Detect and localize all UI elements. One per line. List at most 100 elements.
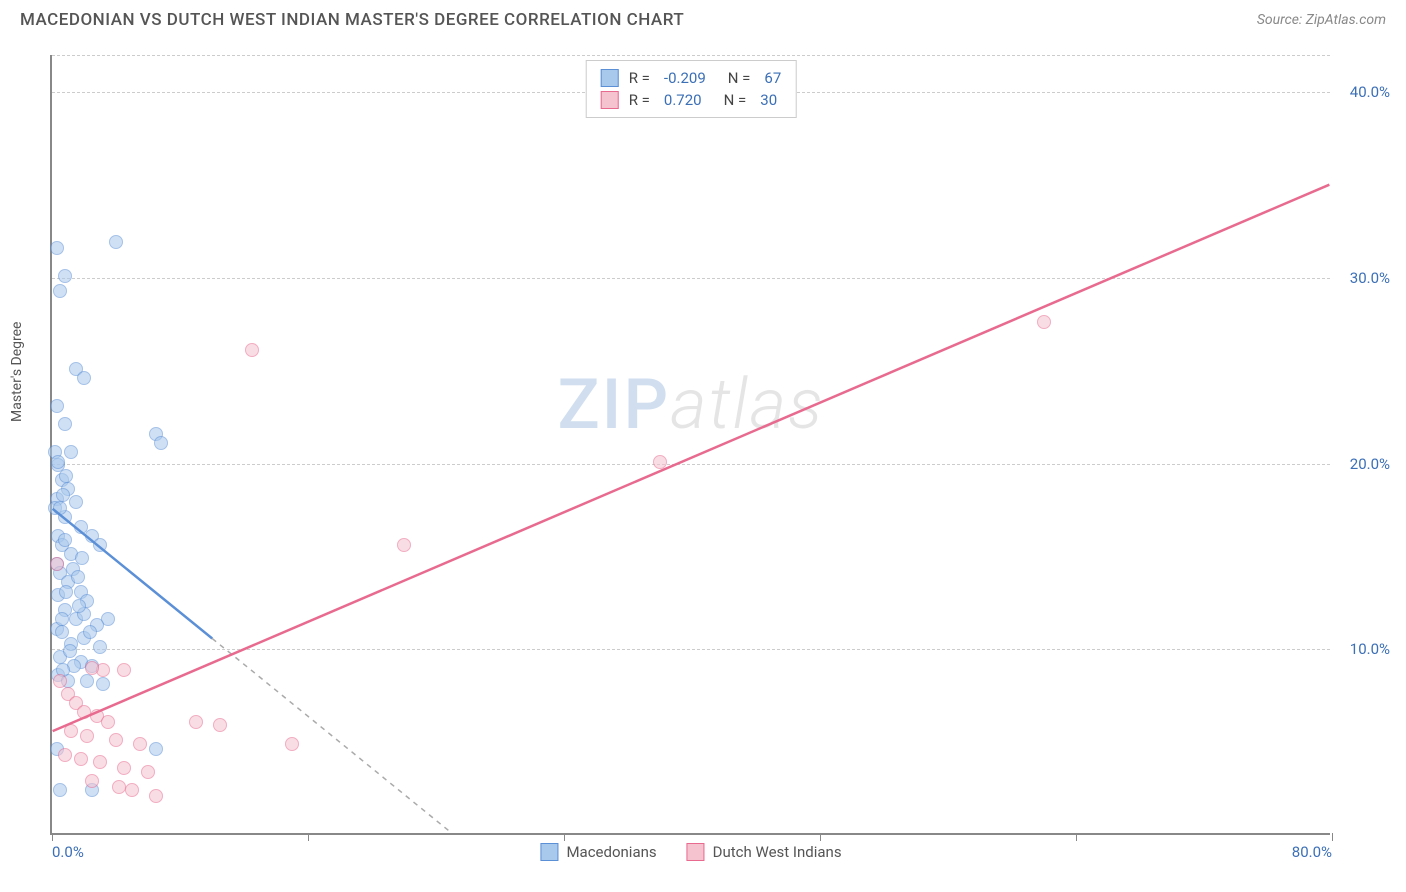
data-point [50, 557, 64, 571]
data-point [58, 269, 72, 283]
legend-r-value-1: 0.720 [664, 91, 702, 109]
data-point [56, 488, 70, 502]
y-tick-label: 30.0% [1350, 269, 1390, 287]
legend-series-swatch-0 [540, 843, 558, 861]
data-point [213, 718, 227, 732]
x-tick [308, 833, 309, 841]
legend-n-label-0: N = [728, 69, 751, 87]
legend-series-swatch-1 [687, 843, 705, 861]
chart-container: ZIPatlas Master's Degree R = -0.209 N = … [50, 55, 1390, 845]
x-tick [1076, 833, 1077, 841]
legend-stats-row-1: R = 0.720 N = 30 [601, 89, 782, 111]
data-point [112, 780, 126, 794]
data-point [55, 612, 69, 626]
data-point [77, 705, 91, 719]
data-point [80, 674, 94, 688]
legend-r-label-0: R = [629, 69, 650, 87]
watermark-atlas: atlas [670, 364, 824, 446]
legend-swatch-1 [601, 91, 619, 109]
data-point [133, 737, 147, 751]
gridline-h [52, 278, 1330, 279]
data-point [85, 774, 99, 788]
data-point [149, 789, 163, 803]
data-point [285, 737, 299, 751]
chart-title: MACEDONIAN VS DUTCH WEST INDIAN MASTER'S… [20, 10, 684, 30]
regression-line-dashed [212, 639, 451, 834]
data-point [93, 755, 107, 769]
watermark: ZIPatlas [557, 364, 824, 446]
data-point [53, 501, 67, 515]
regression-lines [52, 55, 1330, 833]
data-point [154, 436, 168, 450]
legend-stats-row-0: R = -0.209 N = 67 [601, 67, 782, 89]
legend-series-item-1: Dutch West Indians [687, 843, 842, 861]
legend-swatch-0 [601, 69, 619, 87]
data-point [93, 538, 107, 552]
data-point [653, 455, 667, 469]
data-point [58, 533, 72, 547]
data-point [53, 674, 67, 688]
gridline-h [52, 464, 1330, 465]
x-tick [1332, 833, 1333, 841]
y-tick-label: 40.0% [1350, 83, 1390, 101]
data-point [83, 625, 97, 639]
y-tick-label: 10.0% [1350, 640, 1390, 658]
data-point [74, 752, 88, 766]
legend-stats: R = -0.209 N = 67 R = 0.720 N = 30 [586, 60, 797, 118]
legend-series-item-0: Macedonians [540, 843, 656, 861]
legend-series-label-0: Macedonians [566, 843, 656, 861]
data-point [141, 765, 155, 779]
data-point [85, 661, 99, 675]
data-point [189, 715, 203, 729]
legend-n-label-1: N = [724, 91, 747, 109]
data-point [64, 724, 78, 738]
legend-r-value-0: -0.209 [664, 69, 706, 87]
legend-series: Macedonians Dutch West Indians [540, 843, 841, 861]
chart-source: Source: ZipAtlas.com [1257, 12, 1386, 28]
y-axis-label: Master's Degree [9, 322, 25, 422]
data-point [149, 742, 163, 756]
data-point [59, 469, 73, 483]
x-tick-label: 80.0% [1292, 843, 1332, 861]
data-point [69, 495, 83, 509]
data-point [77, 371, 91, 385]
data-point [245, 343, 259, 357]
data-point [58, 748, 72, 762]
data-point [109, 235, 123, 249]
legend-n-value-1: 30 [760, 91, 777, 109]
plot-area: ZIPatlas Master's Degree R = -0.209 N = … [50, 55, 1330, 835]
data-point [63, 644, 77, 658]
data-point [117, 761, 131, 775]
chart-header: MACEDONIAN VS DUTCH WEST INDIAN MASTER'S… [0, 0, 1406, 35]
data-point [71, 570, 85, 584]
x-tick-label: 0.0% [52, 843, 84, 861]
legend-r-label-1: R = [629, 91, 650, 109]
data-point [58, 417, 72, 431]
data-point [1037, 315, 1051, 329]
data-point [117, 663, 131, 677]
data-point [72, 599, 86, 613]
data-point [93, 640, 107, 654]
data-point [50, 241, 64, 255]
x-tick [52, 833, 53, 841]
data-point [51, 455, 65, 469]
data-point [50, 399, 64, 413]
watermark-zip: ZIP [557, 364, 670, 446]
legend-series-label-1: Dutch West Indians [713, 843, 842, 861]
x-tick [820, 833, 821, 841]
gridline-h [52, 649, 1330, 650]
data-point [125, 783, 139, 797]
data-point [64, 445, 78, 459]
data-point [75, 551, 89, 565]
gridline-h [52, 55, 1330, 56]
data-point [96, 677, 110, 691]
data-point [109, 733, 123, 747]
y-tick-label: 20.0% [1350, 455, 1390, 473]
data-point [53, 284, 67, 298]
data-point [101, 715, 115, 729]
data-point [53, 783, 67, 797]
legend-n-value-0: 67 [764, 69, 781, 87]
data-point [397, 538, 411, 552]
data-point [80, 729, 94, 743]
x-tick [564, 833, 565, 841]
